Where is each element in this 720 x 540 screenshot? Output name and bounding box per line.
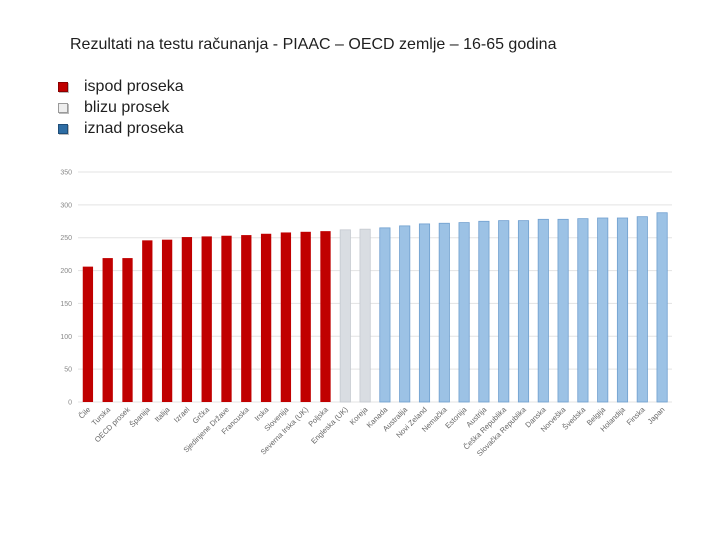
bar	[656, 212, 668, 403]
bar	[161, 239, 173, 402]
legend: ispod proseka blizu prosek iznad proseka	[58, 76, 184, 139]
bar	[636, 216, 648, 403]
bar	[142, 240, 153, 402]
legend-label-near: blizu prosek	[84, 98, 170, 116]
legend-item-near: blizu prosek	[58, 97, 184, 118]
legend-label-above: iznad proseka	[84, 119, 184, 137]
y-tick-label: 0	[68, 400, 72, 407]
bar	[122, 258, 133, 402]
bar	[379, 227, 391, 403]
bars	[82, 212, 668, 403]
x-tick-label: Izrael	[172, 405, 192, 425]
x-tick-label: Švedska	[561, 404, 588, 431]
bar	[478, 220, 490, 403]
bar	[339, 229, 351, 403]
bar	[458, 222, 470, 403]
bar	[517, 220, 530, 403]
x-tick-label: Čile	[77, 405, 93, 421]
bar	[359, 228, 371, 403]
bar	[438, 222, 450, 403]
bar	[201, 236, 212, 402]
x-tick-label: Španija	[128, 404, 153, 429]
bar	[181, 237, 193, 402]
y-tick-label: 350	[60, 170, 72, 177]
x-tick-label: Japan	[646, 405, 667, 426]
y-tick-label: 300	[60, 202, 72, 209]
legend-item-above: iznad proseka	[58, 118, 184, 139]
x-tick-label: Finska	[625, 404, 648, 427]
y-tick-label: 100	[60, 334, 72, 341]
bar	[616, 217, 629, 403]
y-axis-ticks: 0 50 100 150 200 250 300 350	[60, 170, 72, 407]
bar	[102, 258, 113, 402]
bar	[537, 218, 549, 403]
y-tick-label: 50	[64, 367, 72, 374]
y-tick-label: 250	[60, 235, 72, 242]
legend-label-below: ispod proseka	[84, 77, 184, 95]
legend-swatch-near-icon	[58, 102, 68, 113]
y-tick-label: 150	[60, 301, 72, 308]
legend-swatch-above-icon	[58, 123, 68, 134]
legend-item-below: ispod proseka	[58, 76, 184, 97]
bar	[597, 217, 609, 403]
bar	[498, 220, 510, 403]
chart-title: Rezultati na testu računanja - PIAAC – O…	[70, 36, 557, 53]
bar	[280, 232, 292, 402]
bar	[300, 231, 311, 402]
legend-swatch-below-icon	[58, 81, 68, 92]
bar	[320, 231, 331, 402]
x-tick-label: Italija	[153, 404, 172, 423]
bar	[82, 266, 94, 402]
gridlines	[78, 171, 672, 403]
bar	[418, 223, 431, 403]
x-tick-label: Estonija	[443, 404, 469, 430]
bar	[399, 225, 411, 403]
bar	[241, 235, 252, 402]
bar	[221, 235, 232, 402]
y-tick-label: 200	[60, 268, 72, 275]
bar	[577, 218, 589, 403]
bar	[557, 218, 569, 403]
bar	[260, 233, 272, 402]
